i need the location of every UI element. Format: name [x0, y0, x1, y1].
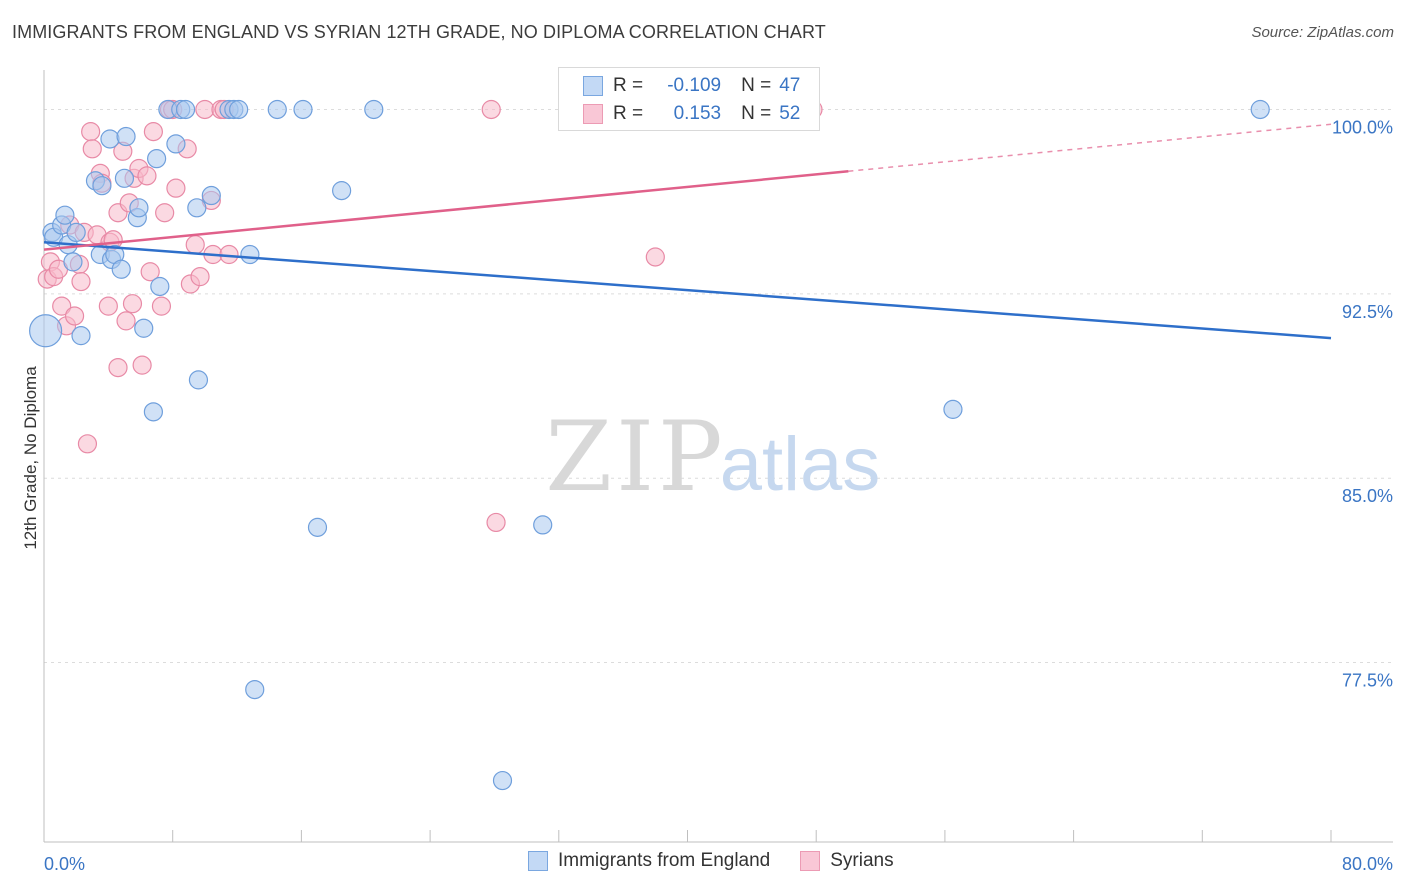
data-point [175, 99, 196, 120]
data-point [166, 178, 186, 198]
data-point [151, 296, 172, 316]
data-point [71, 326, 91, 346]
series-legend: Immigrants from England Syrians [528, 850, 924, 872]
data-point [114, 168, 135, 188]
y-tick-labels: 77.5% 85.0% 92.5% 100.0% [1332, 117, 1393, 690]
data-point [111, 259, 131, 279]
data-point [55, 205, 75, 225]
data-point [134, 318, 154, 338]
data-point [188, 370, 209, 390]
watermark-atlas: atlas [720, 422, 881, 507]
data-point [82, 139, 102, 159]
data-point [147, 149, 167, 169]
data-point [267, 99, 287, 120]
y-axis-label: 12th Grade, No Diploma [21, 366, 40, 550]
data-point [77, 434, 98, 454]
trend-lines [43, 123, 1332, 340]
series-swatch-blue [528, 851, 548, 871]
data-point [364, 99, 384, 120]
data-point [108, 357, 128, 378]
legend-n-value: 47 [779, 75, 801, 96]
series-label-syrians: Syrians [830, 850, 894, 871]
y-tick-label: 85.0% [1342, 486, 1393, 506]
data-point [481, 99, 501, 120]
y-tick-label: 77.5% [1342, 671, 1393, 691]
data-point [185, 235, 205, 255]
data-point [229, 99, 249, 120]
y-tick-label: 92.5% [1342, 302, 1393, 322]
data-point [332, 181, 352, 201]
data-point [307, 517, 328, 537]
data-point [100, 129, 120, 149]
trend-line [43, 170, 849, 251]
data-point [293, 99, 313, 120]
data-point [52, 296, 72, 316]
watermark: ZIP atlas [545, 401, 880, 513]
data-point [116, 126, 136, 147]
data-point [143, 122, 163, 142]
data-point [166, 134, 186, 154]
series-swatch-pink [800, 851, 821, 871]
england-points [29, 99, 1270, 791]
source-label: Source: ZipAtlas.com [1251, 24, 1394, 41]
data-point [155, 203, 175, 223]
data-point [240, 244, 260, 265]
legend-r-value: -0.109 [667, 75, 722, 96]
legend-r-label: R = [613, 75, 644, 96]
data-point [66, 222, 86, 242]
series-label-england: Immigrants from England [558, 850, 771, 871]
data-point [645, 247, 665, 267]
legend-r-value: 0.153 [673, 103, 722, 124]
x-tick-label-min: 0.0% [44, 854, 85, 874]
data-point [187, 198, 207, 218]
legend-n-label: N = [741, 75, 772, 96]
trend-line [43, 240, 1332, 340]
data-point [533, 515, 553, 535]
data-point [137, 166, 157, 186]
data-point [201, 185, 221, 206]
x-tick-label-max: 80.0% [1342, 854, 1393, 874]
correlation-legend: R = -0.109 N = 47 R = 0.153 N = 52 [558, 67, 820, 131]
data-point [81, 122, 101, 142]
data-point [132, 355, 152, 375]
data-point [64, 306, 85, 326]
data-point [245, 679, 265, 700]
data-point [150, 276, 170, 297]
gridlines [44, 108, 1393, 664]
watermark-zip: ZIP [545, 401, 726, 513]
data-point [492, 770, 513, 791]
legend-swatch-pink [583, 104, 603, 124]
data-point [140, 262, 160, 282]
legend-r-label: R = [613, 103, 644, 124]
legend-n-label: N = [741, 103, 772, 124]
data-point [122, 294, 143, 314]
data-point [190, 267, 210, 287]
data-point [98, 296, 118, 316]
legend-swatch-blue [583, 76, 603, 96]
chart-title: IMMIGRANTS FROM ENGLAND VS SYRIAN 12TH G… [12, 22, 826, 42]
series-legend-syrians[interactable]: Syrians [800, 850, 894, 872]
data-point [1250, 99, 1270, 120]
legend-row-syrians: R = 0.153 N = 52 [583, 101, 800, 127]
data-point [143, 402, 163, 422]
data-point [943, 399, 963, 419]
data-point [116, 311, 136, 331]
data-point [71, 271, 91, 292]
data-point [129, 198, 149, 218]
data-point [63, 252, 83, 272]
trend-line-extension [848, 123, 1332, 173]
axes [43, 70, 1393, 843]
legend-row-england: R = -0.109 N = 47 [583, 73, 800, 99]
y-tick-label: 100.0% [1332, 117, 1393, 137]
data-point [92, 176, 112, 196]
data-point [486, 512, 506, 533]
series-legend-england[interactable]: Immigrants from England [528, 850, 770, 872]
data-point [29, 314, 63, 348]
legend-n-value: 52 [779, 103, 801, 124]
data-point [195, 99, 215, 120]
